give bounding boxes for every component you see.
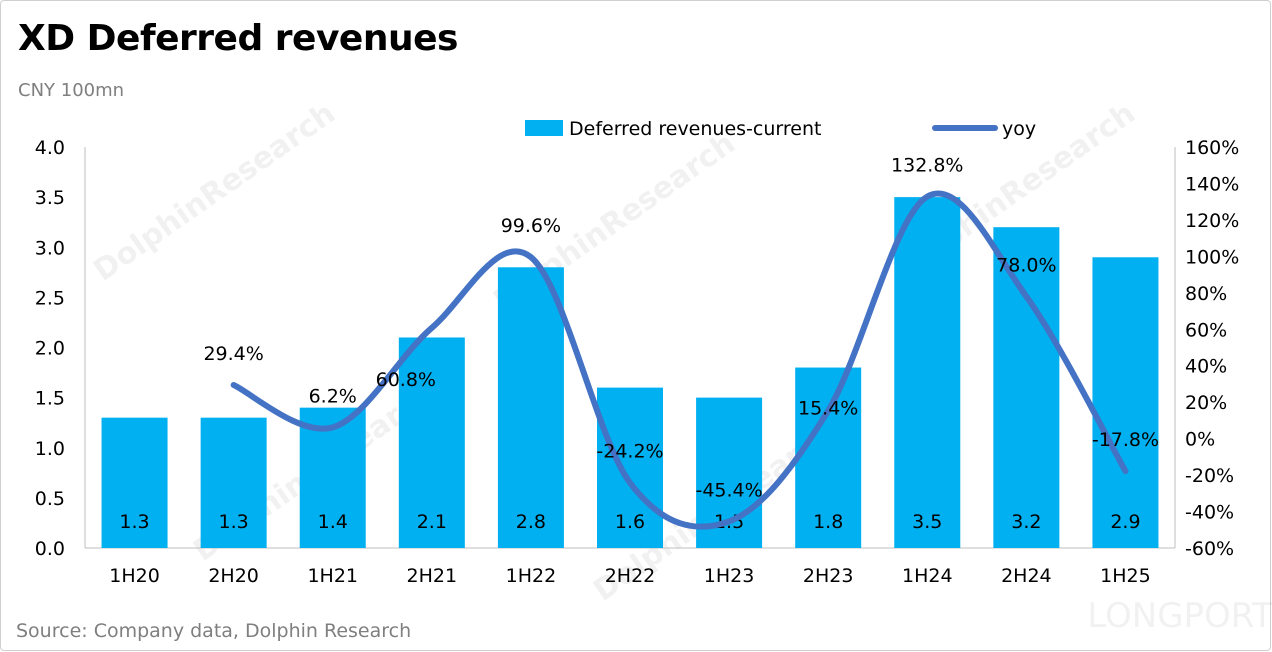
bar-value-label: 3.5 (912, 511, 942, 533)
x-tick-label: 2H21 (407, 565, 458, 587)
watermark-text: DolphinResearch (87, 96, 341, 289)
left-tick-label: 3.5 (35, 187, 65, 209)
chart-title: XD Deferred revenues (18, 18, 458, 59)
left-tick-label: 1.0 (35, 438, 65, 460)
longport-watermark: LONGPORT (1087, 596, 1272, 636)
x-tick-label: 1H20 (109, 565, 160, 587)
source-note: Source: Company data, Dolphin Research (16, 620, 412, 642)
bar-value-label: 2.8 (516, 511, 546, 533)
bar-value-label: 1.4 (318, 511, 348, 533)
yoy-line (230, 190, 1129, 530)
right-tick-label: 40% (1185, 356, 1227, 378)
x-tick-label: 1H21 (307, 565, 358, 587)
left-tick-label: 4.0 (35, 137, 65, 159)
legend-bar-swatch (525, 120, 563, 136)
left-tick-label: 1.5 (35, 388, 65, 410)
right-tick-label: 120% (1185, 210, 1239, 232)
bar-value-label: 1.3 (219, 511, 249, 533)
left-tick-label: 0.0 (35, 538, 65, 560)
yoy-value-label: -17.8% (1092, 429, 1159, 451)
bar (1092, 257, 1159, 548)
bar-value-label: 1.8 (813, 511, 843, 533)
right-tick-label: -40% (1185, 502, 1234, 524)
yoy-value-label: 78.0% (996, 254, 1056, 276)
bar (597, 387, 663, 548)
right-tick-label: 0% (1185, 429, 1215, 451)
bar-value-label: 2.9 (1110, 511, 1140, 533)
bar (398, 337, 465, 548)
x-tick-label: 1H22 (506, 565, 557, 587)
yoy-value-label: 6.2% (309, 385, 357, 407)
right-tick-label: 20% (1185, 392, 1227, 414)
yoy-value-label: -45.4% (695, 479, 762, 501)
bar (993, 227, 1060, 548)
left-tick-label: 3.0 (35, 237, 65, 259)
left-tick-label: 2.0 (35, 338, 65, 360)
x-tick-label: 2H20 (208, 565, 259, 587)
yoy-value-label: 132.8% (891, 155, 963, 177)
yoy-value-label: 29.4% (203, 343, 263, 365)
bar-value-label: 2.1 (417, 511, 447, 533)
right-tick-label: 140% (1185, 173, 1239, 195)
bar-value-label: 1.3 (119, 511, 149, 533)
x-tick-label: 2H22 (605, 565, 656, 587)
yoy-value-label: 99.6% (501, 215, 561, 237)
yoy-value-label: -24.2% (596, 441, 663, 463)
x-tick-label: 2H24 (1001, 565, 1052, 587)
right-tick-label: 160% (1185, 137, 1239, 159)
left-tick-label: 2.5 (35, 287, 65, 309)
bar-value-label: 1.6 (615, 511, 645, 533)
chart-subtitle: CNY 100mn (18, 80, 125, 101)
legend-line-label: yoy (1002, 118, 1036, 140)
x-tick-label: 1H23 (704, 565, 755, 587)
x-tick-label: 1H24 (902, 565, 953, 587)
bar (497, 267, 564, 548)
right-tick-label: 80% (1185, 283, 1227, 305)
x-tick-label: 1H25 (1100, 565, 1151, 587)
right-tick-label: 60% (1185, 319, 1227, 341)
bar (101, 417, 168, 548)
right-tick-label: -60% (1185, 538, 1234, 560)
left-tick-label: 0.5 (35, 488, 65, 510)
bar-value-label: 3.2 (1011, 511, 1041, 533)
yoy-value-label: 60.8% (376, 369, 436, 391)
right-tick-label: 100% (1185, 246, 1239, 268)
right-tick-label: -20% (1185, 465, 1234, 487)
bar (894, 197, 961, 548)
bar (200, 417, 267, 548)
yoy-value-label: 15.4% (798, 398, 858, 420)
legend-bar-label: Deferred revenues-current (569, 118, 821, 140)
bar (299, 407, 366, 548)
bar (795, 367, 862, 548)
x-tick-label: 2H23 (803, 565, 854, 587)
